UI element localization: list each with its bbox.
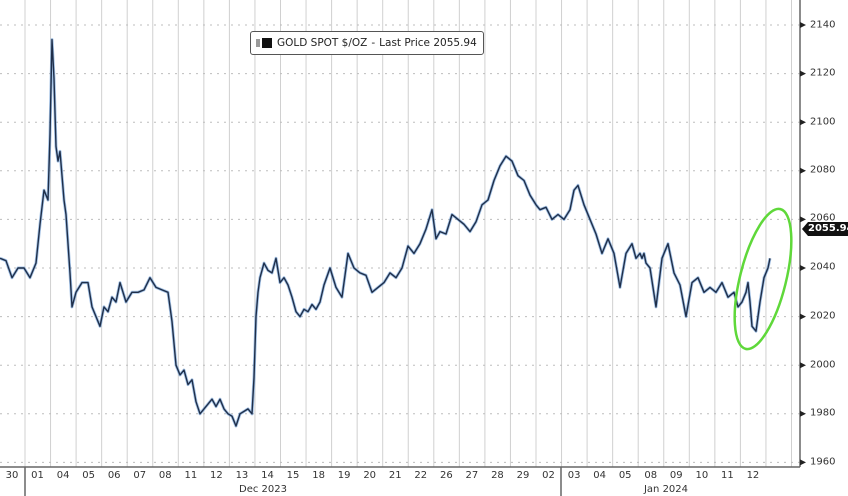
x-tick-label: 11 xyxy=(184,470,198,481)
x-tick-label: 18 xyxy=(312,470,325,481)
y-tick-label: 2120 xyxy=(810,67,836,79)
month-label-dec: Dec 2023 xyxy=(239,484,287,495)
x-tick-label: 08 xyxy=(158,470,172,481)
highlight-ellipse xyxy=(733,207,793,351)
y-tick-label: 2100 xyxy=(810,116,836,128)
x-tick-label: 26 xyxy=(439,470,453,481)
x-tick-label: 29 xyxy=(516,470,530,481)
x-tick-label: 05 xyxy=(82,470,96,481)
y-tick-label: 1980 xyxy=(810,407,836,419)
y-tick-label: 2140 xyxy=(810,19,836,31)
x-tick-label: 22 xyxy=(414,470,428,481)
x-tick-label: 08 xyxy=(644,470,658,481)
legend-value: 2055.94 xyxy=(433,37,477,49)
month-separators xyxy=(24,467,562,496)
x-tick-label: 12 xyxy=(746,470,760,481)
chart-legend: GOLD SPOT $/OZ - Last Price 2055.94 xyxy=(250,31,484,55)
x-tick-label: 02 xyxy=(542,470,555,481)
legend-handle-icon xyxy=(256,39,260,47)
x-tick-label: 15 xyxy=(286,470,300,481)
x-tick-label: 07 xyxy=(133,470,147,481)
legend-label: Last Price xyxy=(379,37,430,49)
price-line xyxy=(0,38,771,427)
vertical-gridlines xyxy=(24,0,792,467)
x-tick-label: 06 xyxy=(107,470,121,481)
x-tick-label: 05 xyxy=(618,470,632,481)
legend-swatch-icon xyxy=(262,38,272,48)
x-tick-label: 03 xyxy=(567,470,581,481)
x-tick-label: 10 xyxy=(695,470,709,481)
y-tick-marks xyxy=(800,22,806,466)
x-tick-label: 11 xyxy=(721,470,734,481)
y-tick-label: 2060 xyxy=(810,212,836,224)
x-tick-label: 21 xyxy=(388,470,402,481)
last-price-tag: 2055.94 xyxy=(802,222,848,236)
x-tick-label: 01 xyxy=(31,470,44,481)
y-tick-label: 2020 xyxy=(810,310,836,322)
month-label-jan: Jan 2024 xyxy=(643,484,689,495)
x-tick-label: 09 xyxy=(669,470,683,481)
legend-dash: - xyxy=(371,37,376,49)
x-tick-label: 19 xyxy=(337,470,351,481)
x-tick-label: 04 xyxy=(593,470,607,481)
x-tick-label: 28 xyxy=(491,470,504,481)
y-tick-label: 2080 xyxy=(810,164,836,176)
x-tick-label: 12 xyxy=(210,470,223,481)
legend-series-name: GOLD SPOT $/OZ xyxy=(277,37,368,49)
x-tick-label: 27 xyxy=(465,470,479,481)
x-tick-label: 30 xyxy=(5,470,19,481)
y-tick-label: 2000 xyxy=(810,359,836,371)
price-line-highlight xyxy=(0,38,772,428)
x-tick-label: 04 xyxy=(56,470,70,481)
horizontal-gridlines xyxy=(0,24,800,463)
x-tick-label: 20 xyxy=(363,470,377,481)
y-tick-label: 1960 xyxy=(810,456,836,468)
y-tick-label: 2040 xyxy=(810,261,836,273)
x-tick-label: 14 xyxy=(261,470,274,481)
x-tick-label: 13 xyxy=(235,470,249,481)
